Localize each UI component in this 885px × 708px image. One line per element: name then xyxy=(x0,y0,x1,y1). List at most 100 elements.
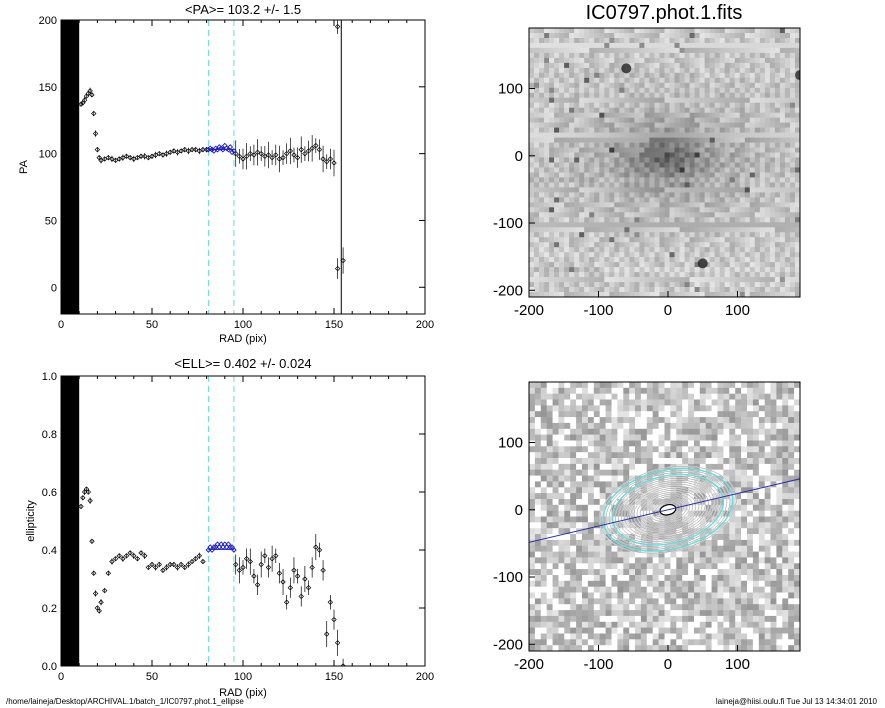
data-point xyxy=(340,257,346,264)
data-point xyxy=(138,550,144,556)
y-tick-label: 0 xyxy=(515,148,523,165)
data-point xyxy=(101,587,108,594)
data-point xyxy=(262,553,268,559)
data-point xyxy=(87,88,93,94)
data-point xyxy=(96,608,102,614)
data-point xyxy=(92,590,99,597)
data-point xyxy=(258,150,264,157)
data-point xyxy=(149,153,155,160)
major-axis-line xyxy=(529,449,800,570)
data-point xyxy=(236,153,243,160)
data-point xyxy=(171,561,177,568)
x-tick-label: 50 xyxy=(146,671,158,683)
data-point xyxy=(123,553,130,559)
data-point xyxy=(91,570,97,576)
data-point xyxy=(324,158,330,165)
fit-data-point xyxy=(218,541,224,548)
x-tick-label: 0 xyxy=(664,302,672,319)
data-point xyxy=(96,154,102,161)
image-frame xyxy=(528,27,801,298)
data-point xyxy=(262,153,268,160)
y-tick-label: 150 xyxy=(39,82,57,94)
data-point xyxy=(280,579,286,585)
fit-data-point xyxy=(211,544,217,550)
y-tick-label: 0.8 xyxy=(42,429,57,441)
x-tick-label: 100 xyxy=(234,319,252,331)
ell-plot-title: <ELL>= 0.402 +/- 0.024 xyxy=(174,356,311,371)
image-pixels xyxy=(529,28,800,297)
data-point xyxy=(80,495,86,501)
data-point xyxy=(247,150,253,157)
x-tick-label: -200 xyxy=(514,656,544,673)
data-point xyxy=(273,152,279,158)
data-point xyxy=(182,146,188,153)
star-source xyxy=(795,70,800,81)
x-tick-label: 100 xyxy=(725,656,750,673)
data-point xyxy=(85,90,91,97)
data-point xyxy=(305,148,312,154)
footer-user-timestamp: laineja@hiisi.oulu.fi Tue Jul 13 14:34:0… xyxy=(715,697,877,706)
x-tick-label: 200 xyxy=(416,319,434,331)
data-point xyxy=(167,149,173,155)
image-frame xyxy=(528,381,801,652)
data-point xyxy=(167,561,173,568)
x-tick-label: -100 xyxy=(583,656,613,673)
fit-data-point xyxy=(207,544,214,550)
data-point xyxy=(94,605,101,611)
star-source xyxy=(621,63,632,74)
fit-data-point xyxy=(205,547,212,553)
data-point xyxy=(334,640,341,646)
data-point xyxy=(116,156,122,162)
data-point xyxy=(283,150,290,157)
plot-area xyxy=(61,376,346,666)
data-point xyxy=(89,538,95,544)
data-point xyxy=(185,561,192,568)
data-point xyxy=(287,148,294,154)
data-point xyxy=(269,154,275,161)
fit-data-point xyxy=(225,541,232,548)
y-tick-label: 0 xyxy=(515,502,523,519)
x-tick-label: 150 xyxy=(325,319,343,331)
fit-data-point xyxy=(209,547,215,553)
data-point xyxy=(294,154,301,161)
data-point xyxy=(89,92,95,98)
data-point xyxy=(92,130,99,137)
data-point xyxy=(309,145,315,151)
data-point xyxy=(233,561,239,568)
data-point xyxy=(324,631,330,637)
data-point xyxy=(142,153,148,160)
data-point xyxy=(273,553,279,559)
data-point xyxy=(320,567,326,573)
y-tick-label: 1.0 xyxy=(42,371,57,383)
data-point xyxy=(276,156,283,162)
y-tick-label: 50 xyxy=(45,215,57,227)
data-point xyxy=(302,150,308,157)
data-point xyxy=(145,154,152,161)
pa-plot-title: <PA>= 103.2 +/- 1.5 xyxy=(185,2,301,17)
data-point xyxy=(316,146,323,153)
image-pixels xyxy=(529,382,800,651)
data-point xyxy=(178,148,184,154)
data-point xyxy=(240,564,246,571)
y-tick-label: 0.0 xyxy=(42,661,57,673)
data-point xyxy=(83,93,90,99)
data-point xyxy=(331,616,337,623)
isophote-image-panel: -200 -100 0 100 -200 -100 0 100 xyxy=(493,381,801,673)
data-point xyxy=(316,547,323,553)
fit-data-point xyxy=(229,544,235,550)
data-point xyxy=(298,146,304,153)
data-point xyxy=(163,564,170,571)
star-source xyxy=(697,258,708,269)
data-point xyxy=(171,148,177,154)
data-point xyxy=(81,489,88,495)
data-point xyxy=(138,153,144,160)
y-tick-label: 100 xyxy=(498,435,523,452)
data-point xyxy=(254,149,261,155)
fit-data-point xyxy=(221,541,228,548)
fit-data-point xyxy=(227,544,234,550)
data-point xyxy=(105,154,112,161)
y-tick-label: 0.6 xyxy=(42,487,57,499)
data-point xyxy=(283,599,290,605)
data-point xyxy=(200,558,206,565)
